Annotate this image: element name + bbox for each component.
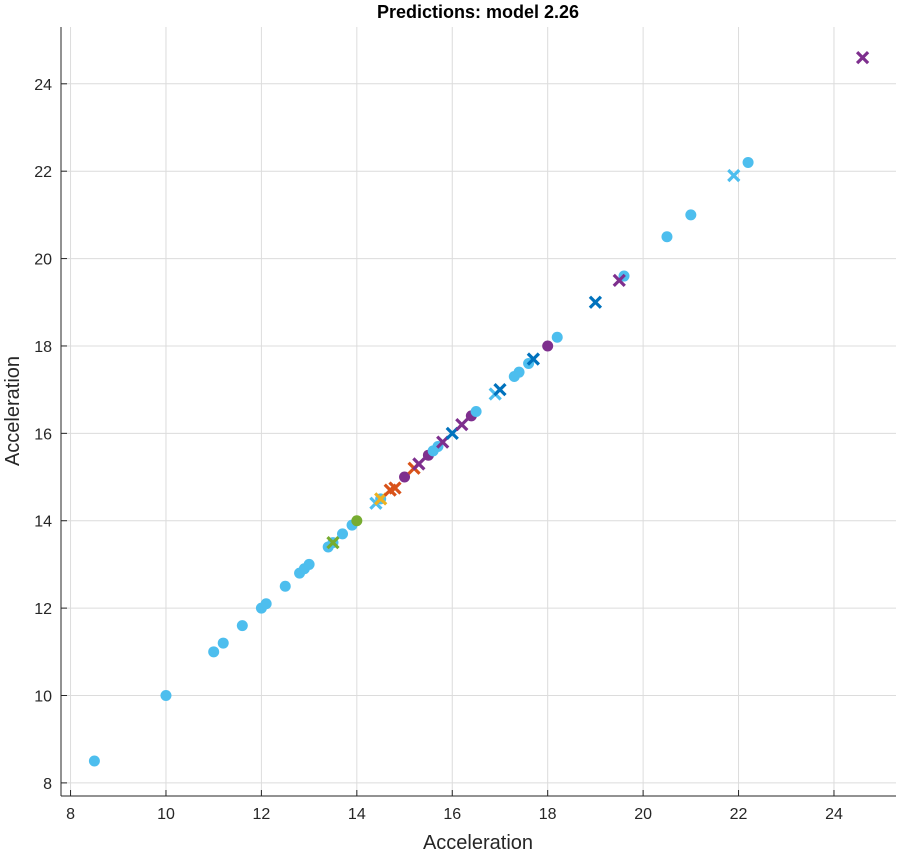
y-axis-label: Acceleration [2, 356, 24, 466]
y-axis-ticks: 8 10 12 14 16 18 20 22 24 [34, 77, 67, 793]
data-points [88, 50, 870, 767]
chart-title: Predictions: model 2.26 [377, 2, 579, 22]
y-tick-label: 20 [34, 252, 52, 269]
axes [60, 27, 896, 797]
data-point-dot [217, 637, 229, 649]
y-tick-label: 12 [34, 601, 52, 618]
x-tick-label: 12 [253, 806, 271, 823]
data-point-dot [351, 515, 363, 527]
x-tick-label: 8 [66, 806, 75, 823]
data-point-dot [399, 471, 411, 483]
x-axis-label: Acceleration [423, 832, 533, 852]
data-point-dot [742, 156, 754, 168]
x-axis-ticks: 8 10 12 14 16 18 20 22 24 [66, 790, 843, 823]
data-point-dot [160, 690, 172, 702]
data-point-cross [455, 417, 469, 432]
data-point-dot [551, 331, 563, 343]
x-tick-label: 20 [634, 806, 652, 823]
data-point-dot [88, 755, 100, 767]
x-tick-label: 22 [730, 806, 748, 823]
data-point-dot [685, 209, 697, 221]
data-point-cross [526, 352, 541, 366]
y-tick-label: 24 [34, 77, 52, 94]
data-point-dot [260, 598, 272, 610]
x-tick-label: 16 [443, 806, 461, 823]
x-tick-label: 14 [348, 806, 366, 823]
data-point-cross [855, 50, 870, 65]
data-point-dot [513, 366, 525, 378]
x-tick-label: 10 [157, 806, 175, 823]
y-tick-label: 8 [43, 776, 52, 793]
data-point-cross [388, 481, 402, 495]
data-point-dot [470, 406, 482, 417]
data-point-dot [542, 340, 554, 352]
data-point-dot [236, 620, 248, 632]
data-point-dot [208, 646, 220, 658]
y-tick-label: 22 [34, 164, 52, 181]
data-point-dot [661, 231, 673, 243]
data-point-cross [612, 273, 626, 288]
data-point-cross [727, 168, 741, 183]
data-point-dot [337, 528, 349, 540]
x-tick-label: 24 [825, 806, 843, 823]
grid [61, 27, 896, 796]
data-point-cross [412, 457, 426, 471]
x-tick-label: 18 [539, 806, 557, 823]
data-point-cross [493, 383, 507, 397]
data-point-cross [326, 535, 340, 550]
y-tick-label: 16 [34, 426, 52, 443]
y-tick-label: 14 [34, 514, 52, 531]
data-point-dot [279, 580, 291, 592]
data-point-cross [588, 295, 603, 309]
y-tick-label: 18 [34, 339, 52, 356]
data-point-dot [303, 558, 315, 570]
y-tick-label: 10 [34, 689, 52, 706]
